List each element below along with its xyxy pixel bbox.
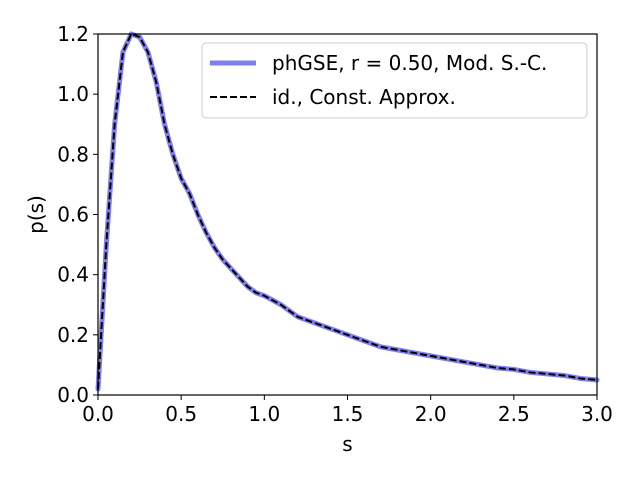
x-axis-label: s: [342, 432, 352, 456]
y-tick-label: 0.6: [57, 203, 89, 227]
x-tick-label: 2.5: [498, 402, 530, 426]
series-layer: [95, 31, 600, 392]
y-tick-label: 1.0: [57, 82, 89, 106]
legend: phGSE, r = 0.50, Mod. S.-C. id., Const. …: [201, 42, 588, 119]
legend-entry-series-1: phGSE, r = 0.50, Mod. S.-C.: [272, 51, 547, 75]
y-tick-label: 1.2: [57, 22, 89, 46]
series-line-2: [97, 33, 598, 390]
legend-box: [201, 42, 588, 119]
y-axis-ticks: 0.0 0.2 0.4 0.6 0.8 1.0 1.2: [57, 22, 98, 407]
x-tick-label: 0.0: [82, 402, 114, 426]
x-tick-label: 2.0: [415, 402, 447, 426]
y-tick-label: 0.0: [57, 383, 89, 407]
x-tick-label: 1.0: [248, 402, 280, 426]
y-axis-label: p(s): [24, 195, 48, 234]
y-tick-label: 0.8: [57, 142, 89, 166]
x-axis-ticks: 0.0 0.5 1.0 1.5 2.0 2.5 3.0: [82, 395, 613, 426]
x-tick-label: 1.5: [332, 402, 364, 426]
legend-entry-series-2: id., Const. Approx.: [272, 85, 456, 109]
y-tick-label: 0.4: [57, 263, 89, 287]
x-tick-label: 3.0: [581, 402, 613, 426]
x-tick-label: 0.5: [165, 402, 197, 426]
y-tick-label: 0.2: [57, 323, 89, 347]
